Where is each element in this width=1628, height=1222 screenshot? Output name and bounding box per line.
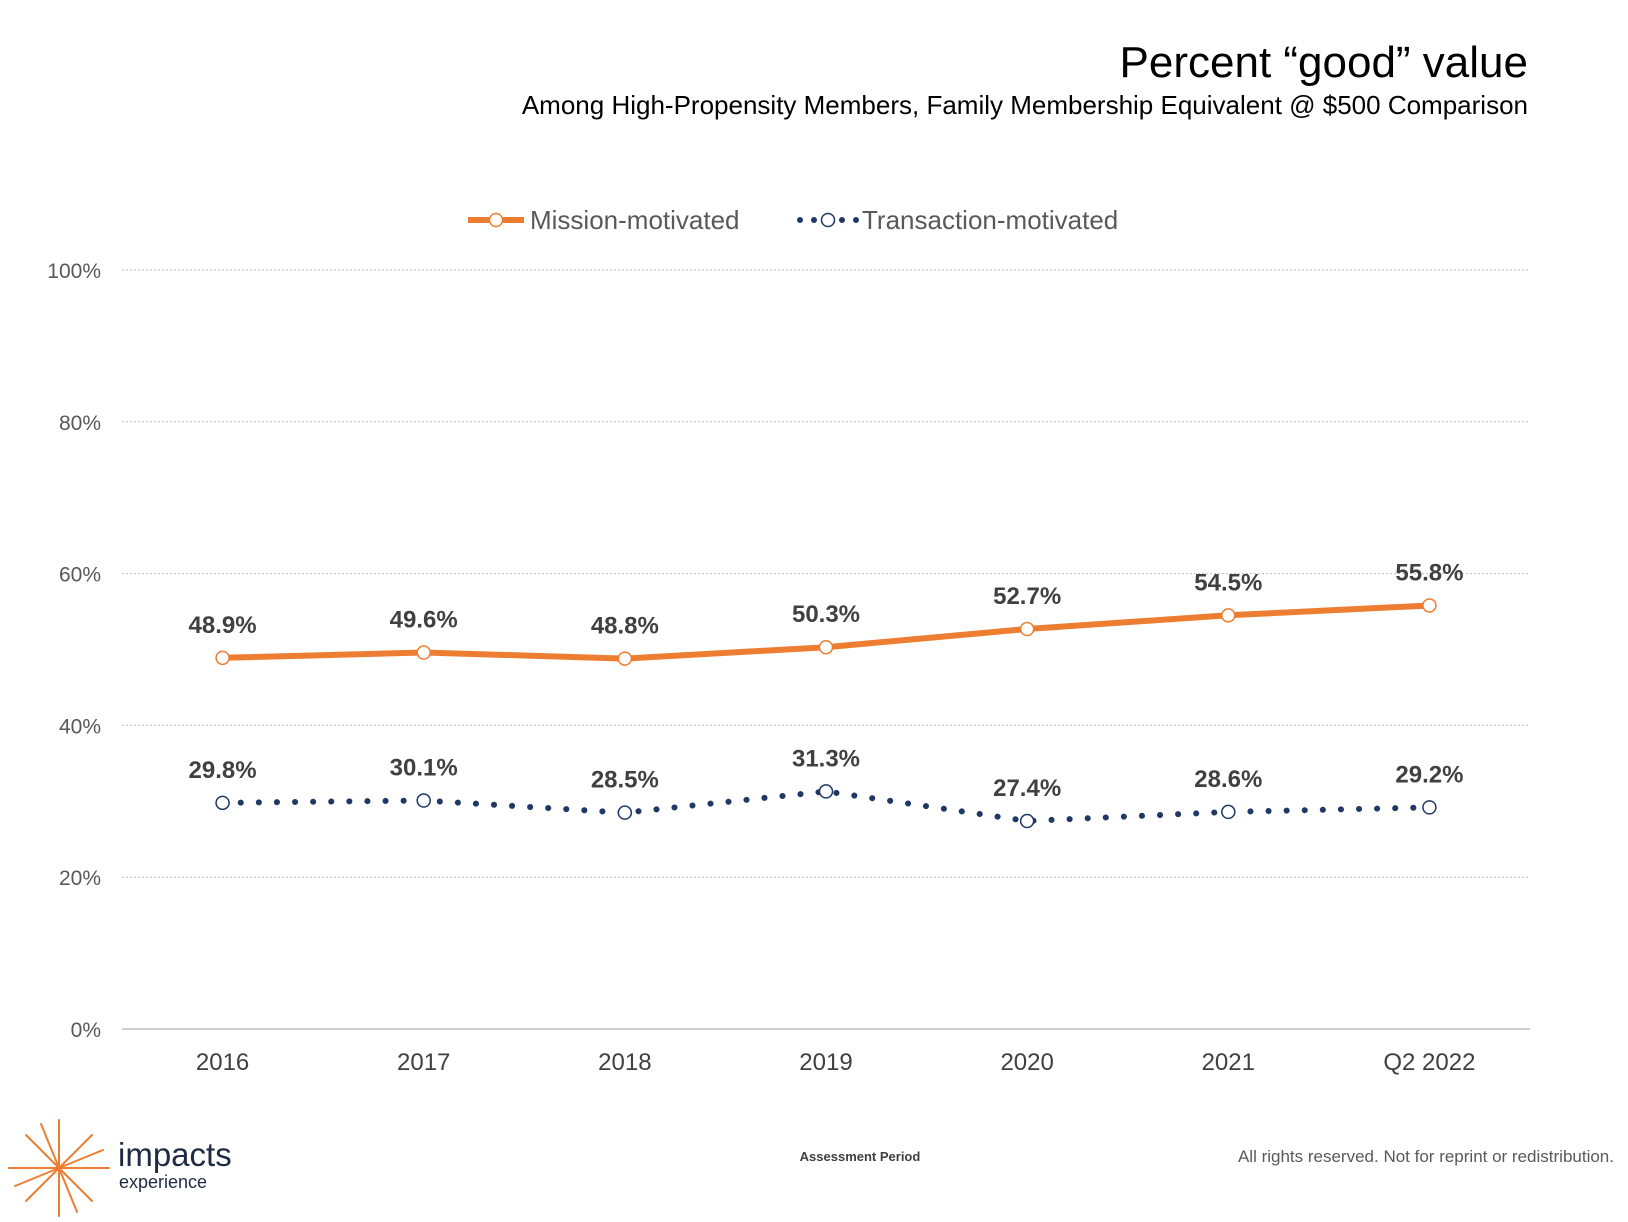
legend-label-transaction: Transaction-motivated <box>862 205 1118 235</box>
chart-subtitle: Among High-Propensity Members, Family Me… <box>521 90 1528 120</box>
y-tick-label: 80% <box>59 412 101 435</box>
data-point <box>1019 813 1035 829</box>
data-point <box>1221 804 1236 820</box>
data-label: 54.5% <box>1194 569 1262 596</box>
x-tick-label: 2019 <box>799 1049 852 1076</box>
data-label: 28.6% <box>1194 766 1262 793</box>
data-point <box>1221 608 1236 623</box>
data-point <box>617 651 633 666</box>
data-label: 50.3% <box>792 601 860 628</box>
data-label: 31.3% <box>792 745 860 772</box>
legend-marker-mission <box>488 212 504 228</box>
data-point <box>215 795 230 811</box>
data-label: 27.4% <box>993 775 1061 802</box>
data-point <box>617 805 633 820</box>
legend-dot-transaction <box>839 217 845 223</box>
data-label: 48.8% <box>591 613 659 640</box>
data-label: 29.2% <box>1395 761 1463 788</box>
y-tick-label: 0% <box>71 1019 101 1042</box>
chart-title: Percent “good” value <box>1119 38 1528 87</box>
data-label: 55.8% <box>1395 559 1463 586</box>
x-tick-label: 2016 <box>196 1049 249 1076</box>
x-tick-label: 2018 <box>598 1049 651 1076</box>
legend-dot-transaction <box>811 217 817 223</box>
data-label: 48.9% <box>189 612 257 639</box>
legend-marker-transaction <box>820 212 836 228</box>
logo-subtext: experience <box>119 1172 208 1192</box>
rights-notice: All rights reserved. Not for reprint or … <box>1237 1147 1614 1166</box>
data-point <box>1422 598 1437 613</box>
x-tick-label: 2017 <box>397 1049 450 1076</box>
x-tick-label: 2020 <box>1000 1049 1053 1076</box>
data-label: 52.7% <box>993 583 1061 610</box>
y-tick-label: 100% <box>47 260 101 283</box>
data-point <box>818 784 834 799</box>
data-point <box>818 639 834 655</box>
data-label: 30.1% <box>390 755 458 782</box>
data-point <box>416 793 431 808</box>
y-tick-label: 20% <box>59 867 101 890</box>
data-point <box>416 645 431 660</box>
y-tick-label: 40% <box>59 715 101 738</box>
x-tick-label: Q2 2022 <box>1383 1049 1475 1076</box>
data-point <box>215 650 230 666</box>
data-label: 29.8% <box>189 757 257 784</box>
x-axis-title: Assessment Period <box>799 1149 921 1164</box>
data-point <box>1422 800 1437 815</box>
data-label: 49.6% <box>390 607 458 634</box>
legend-dot-transaction <box>853 217 859 223</box>
data-label: 28.5% <box>591 767 659 794</box>
x-tick-label: 2021 <box>1202 1049 1255 1076</box>
legend-label-mission: Mission-motivated <box>530 205 740 235</box>
logo-wordmark: impacts <box>118 1136 232 1173</box>
legend-dot-transaction <box>797 217 803 223</box>
starburst-logo-icon <box>8 1119 110 1217</box>
y-tick-label: 60% <box>59 564 101 587</box>
data-point <box>1019 621 1035 637</box>
